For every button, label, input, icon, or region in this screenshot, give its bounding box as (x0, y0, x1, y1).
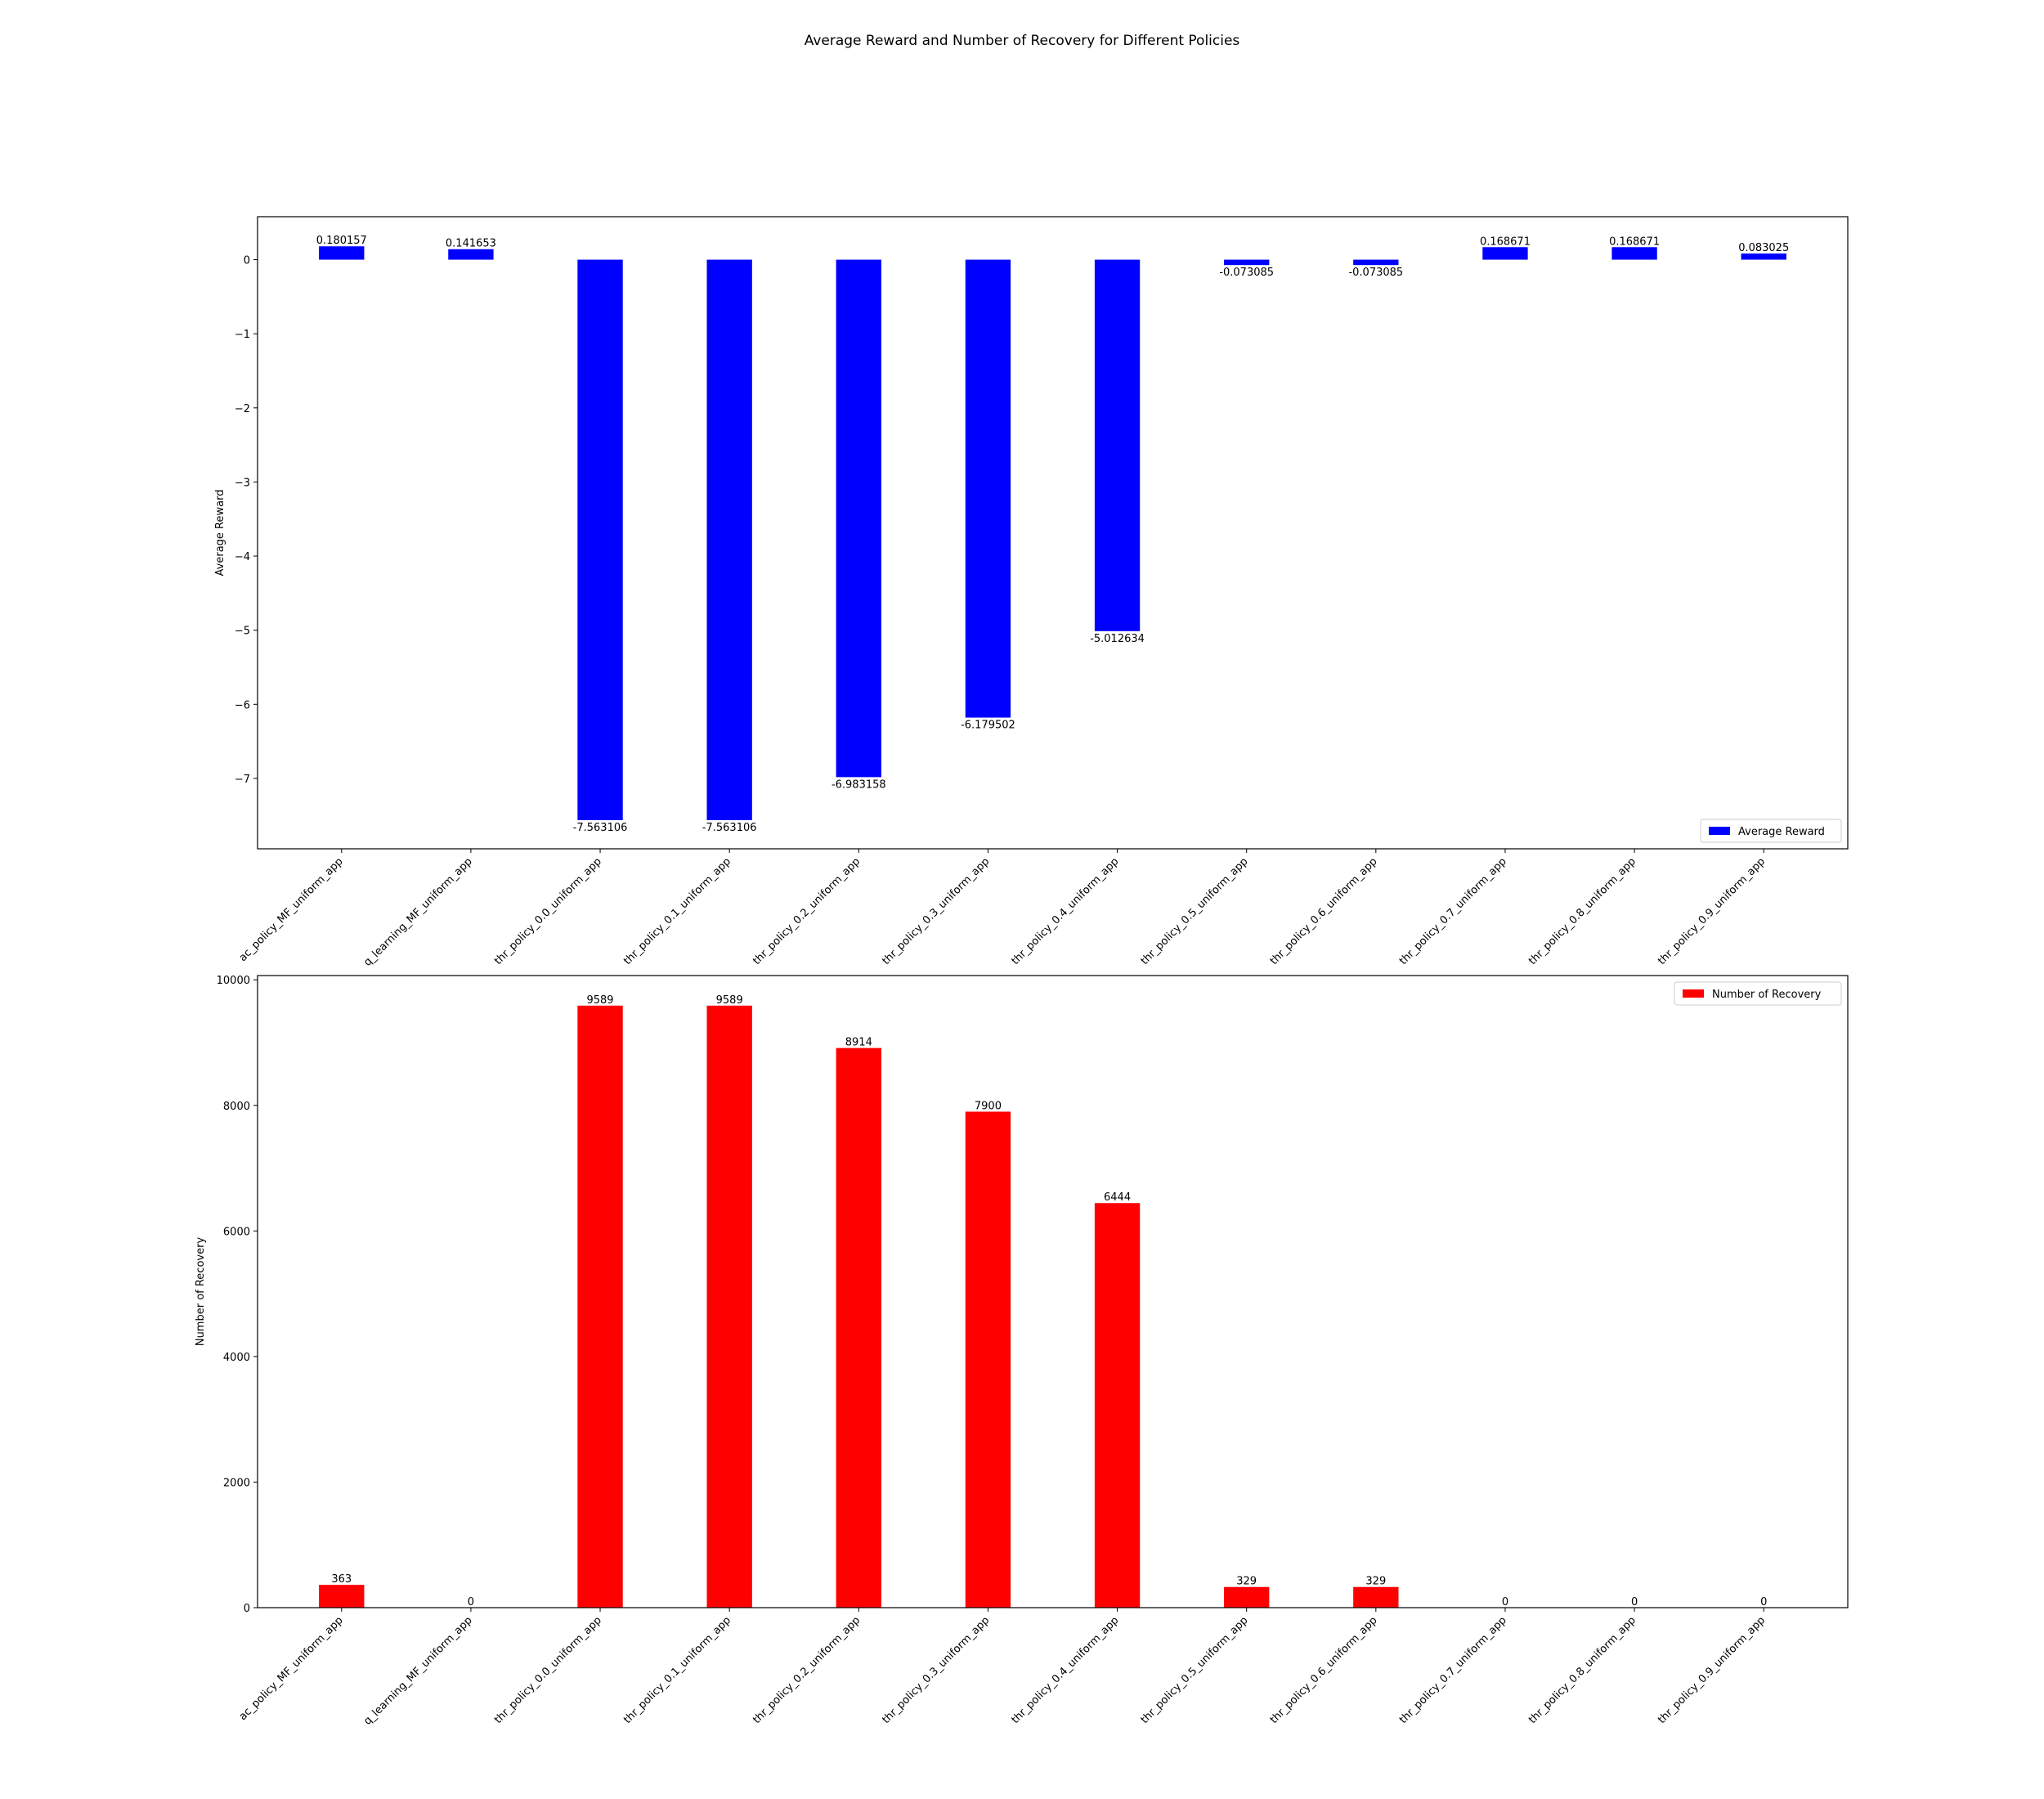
bar-value-label: 0 (1760, 1596, 1767, 1608)
x-tick-label: thr_policy_0.1_uniform_app (621, 1614, 733, 1726)
y-tick-label: 0 (244, 1603, 250, 1615)
y-tick-label: 10000 (217, 975, 250, 987)
bar-value-label: -6.983158 (831, 778, 886, 791)
x-tick-label: ac_policy_MF_uniform_app (237, 1614, 346, 1723)
bar-value-label: 9589 (586, 994, 613, 1007)
y-tick-label: −1 (235, 329, 250, 341)
bar-value-label: 0.083025 (1738, 242, 1789, 254)
y-tick-label: −7 (235, 774, 250, 786)
bar (448, 249, 494, 260)
bar-value-label: 7900 (975, 1100, 1002, 1112)
bar-value-label: 0 (468, 1596, 474, 1608)
bar-value-label: 0.141653 (446, 238, 496, 250)
bar (1224, 259, 1270, 266)
bar (1353, 1586, 1399, 1608)
bar (965, 259, 1011, 718)
x-tick-label: thr_policy_0.0_uniform_app (492, 1614, 604, 1726)
y-tick-label: 0 (244, 255, 250, 267)
bar (1353, 259, 1399, 266)
legend-swatch (1709, 827, 1730, 835)
legend-box (1700, 819, 1842, 843)
legend: Average Reward (1700, 819, 1842, 843)
bar-value-label: -5.012634 (1090, 633, 1145, 645)
legend-label: Number of Recovery (1712, 989, 1822, 1001)
x-tick-label: thr_policy_0.6_uniform_app (1268, 1614, 1380, 1726)
bar (319, 1585, 365, 1608)
x-tick-label: thr_policy_0.8_uniform_app (1526, 1614, 1638, 1726)
y-axis-label: Number of Recovery (195, 1237, 207, 1347)
bar-value-label: 329 (1236, 1576, 1257, 1588)
legend-label: Average Reward (1738, 826, 1825, 838)
x-tick-label: thr_policy_0.7_uniform_app (1397, 1614, 1509, 1726)
bar-value-label: 0 (1502, 1596, 1508, 1608)
bar (836, 259, 881, 778)
x-tick-label: thr_policy_0.2_uniform_app (751, 1614, 863, 1726)
bar-value-label: -0.073085 (1348, 267, 1403, 279)
bar-value-label: 0.168671 (1609, 236, 1660, 248)
x-tick-label: thr_policy_0.3_uniform_app (880, 1614, 992, 1726)
y-tick-label: 4000 (223, 1352, 250, 1364)
bar (1741, 253, 1786, 260)
y-tick-label: 2000 (223, 1477, 250, 1489)
y-tick-label: −6 (235, 699, 250, 711)
bar-value-label: -6.179502 (961, 720, 1015, 732)
x-tick-label: thr_policy_0.9_uniform_app (1656, 1614, 1768, 1726)
bar (1224, 1586, 1270, 1608)
bar (706, 1005, 752, 1608)
legend: Number of Recovery (1674, 981, 1842, 1006)
bar (965, 1111, 1011, 1608)
bar (1611, 247, 1657, 260)
bar-value-label: 9589 (716, 994, 743, 1007)
y-tick-label: −4 (235, 551, 250, 563)
average-reward-chart: 0.180157ac_policy_MF_uniform_app0.141653… (214, 216, 1849, 969)
plot-frame (257, 216, 1849, 850)
bar-value-label: 0 (1631, 1596, 1638, 1608)
y-axis-label: Average Reward (214, 490, 226, 576)
plot-frame (257, 975, 1849, 1608)
bar (319, 246, 365, 260)
figure-title: Average Reward and Number of Recovery fo… (804, 33, 1240, 49)
bar-value-label: 0.180157 (316, 235, 367, 247)
bar-value-label: 8914 (845, 1037, 872, 1049)
bar (706, 259, 752, 820)
bar-value-label: 329 (1365, 1576, 1386, 1588)
legend-swatch (1683, 989, 1704, 998)
legend-box (1674, 981, 1842, 1006)
bar-value-label: -7.563106 (702, 822, 757, 834)
x-tick-label: thr_policy_0.4_uniform_app (1010, 1614, 1122, 1726)
y-tick-label: 6000 (223, 1226, 250, 1238)
bar-value-label: 363 (331, 1573, 352, 1586)
bar (577, 1005, 623, 1608)
y-tick-label: 8000 (223, 1101, 250, 1113)
x-tick-label: thr_policy_0.5_uniform_app (1139, 1614, 1251, 1726)
bar (1094, 259, 1141, 631)
bar-value-label: 0.168671 (1480, 236, 1531, 248)
bar-value-label: -0.073085 (1219, 267, 1274, 279)
y-tick-label: −5 (235, 626, 250, 638)
bar-value-label: 6444 (1104, 1191, 1131, 1204)
y-tick-label: −2 (235, 403, 250, 415)
bar-value-label: -7.563106 (573, 822, 628, 834)
x-tick-label: q_learning_MF_uniform_app (361, 1614, 474, 1727)
bar (577, 259, 623, 820)
bar (1094, 1203, 1141, 1608)
y-tick-label: −3 (235, 477, 250, 489)
bar (1482, 247, 1528, 260)
bar (836, 1048, 881, 1608)
